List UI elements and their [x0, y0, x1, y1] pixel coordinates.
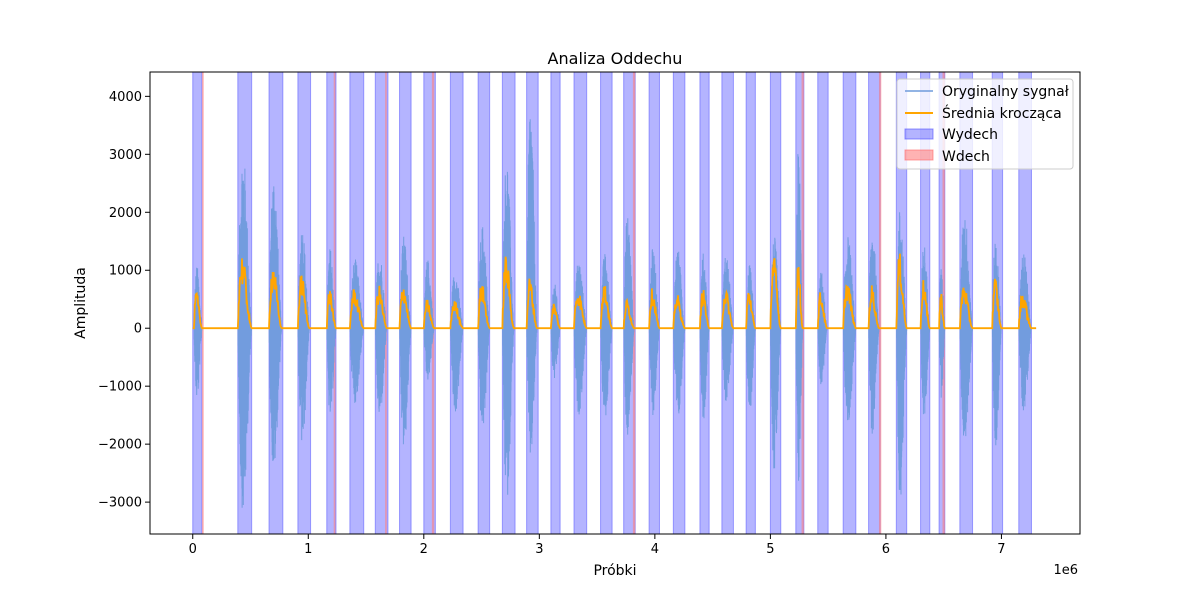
- x-tick-label: 6: [882, 542, 890, 557]
- y-tick-label: 3000: [109, 148, 142, 163]
- legend-exhale-label: Wydech: [942, 127, 998, 143]
- x-tick-label: 7: [997, 542, 1005, 557]
- plot-area: [192, 72, 1037, 534]
- inhale-span-4: [632, 72, 636, 534]
- y-tick-label: −2000: [98, 438, 142, 453]
- chart-title: Analiza Oddechu: [548, 49, 683, 68]
- inhale-span-1: [333, 72, 336, 534]
- inhale-span-0: [201, 72, 204, 534]
- x-tick-label: 4: [651, 542, 659, 557]
- legend-inhale-label: Wdech: [942, 149, 990, 165]
- y-axis-title: Amplituda: [73, 267, 89, 339]
- x-tick-label: 5: [766, 542, 774, 557]
- series-original-signal: [192, 119, 1037, 508]
- inhale-span-6: [878, 72, 882, 534]
- y-tick-label: 1000: [109, 264, 142, 279]
- x-axis: 0 1 2 3 4 5 6 7: [189, 534, 1006, 557]
- y-axis: −3000 −2000 −1000 0 1000 2000 3000 4000: [98, 90, 150, 511]
- y-tick-label: −1000: [98, 380, 142, 395]
- x-tick-label: 0: [189, 542, 197, 557]
- legend-exhale-swatch: [904, 128, 934, 140]
- x-axis-offset-label: 1e6: [1053, 563, 1078, 578]
- x-axis-title: Próbki: [593, 563, 636, 579]
- inhale-span-3: [431, 72, 435, 534]
- y-tick-label: −3000: [98, 496, 142, 511]
- y-tick-label: 4000: [109, 90, 142, 105]
- inhale-span-2: [385, 72, 387, 534]
- legend-rolling-label: Średnia krocząca: [942, 104, 1062, 122]
- legend-box: [896, 78, 1074, 170]
- legend-inhale-swatch: [904, 149, 934, 161]
- plot-frame: [149, 71, 1081, 535]
- legend-original-label: Oryginalny sygnał: [942, 84, 1069, 100]
- x-tick-label: 3: [535, 542, 543, 557]
- x-tick-label: 1: [304, 542, 312, 557]
- y-tick-label: 0: [134, 322, 142, 337]
- inhale-span-5: [801, 72, 804, 534]
- x-tick-label: 2: [420, 542, 428, 557]
- series-rolling-average: [192, 253, 1037, 330]
- y-tick-label: 2000: [109, 206, 142, 221]
- legend: Oryginalny sygnał Średnia krocząca Wydec…: [896, 78, 1074, 170]
